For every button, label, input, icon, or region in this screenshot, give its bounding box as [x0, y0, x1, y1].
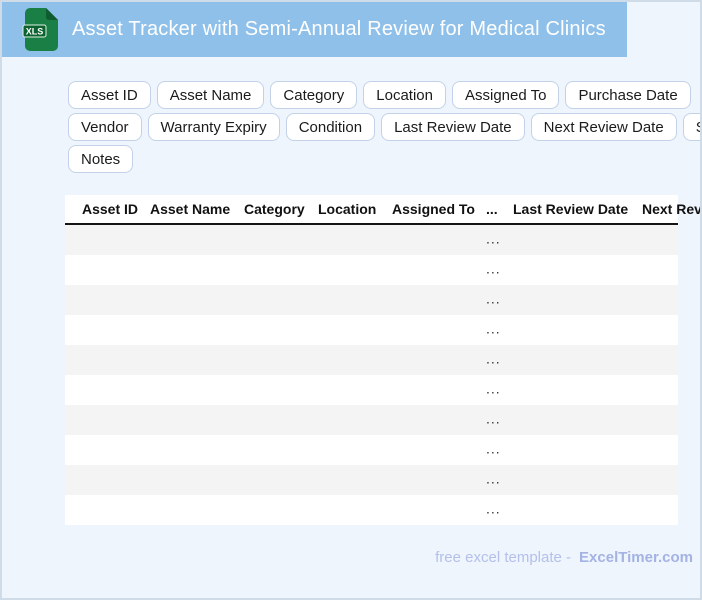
chip-category[interactable]: Category [270, 81, 358, 109]
xls-file-icon: XLS [22, 7, 59, 52]
row-ellipsis: ... [486, 320, 501, 337]
row-ellipsis: ... [486, 260, 501, 277]
chip-asset-name[interactable]: Asset Name [156, 81, 265, 109]
column-header-location: Location [318, 201, 377, 217]
header-bar: XLS Asset Tracker with Semi-Annual Revie… [2, 2, 627, 57]
row-ellipsis: ... [486, 350, 501, 367]
column-header-asset-id: Asset ID [82, 201, 139, 217]
chip-next-review-date[interactable]: Next Review Date [530, 113, 677, 141]
table-row: ... [65, 255, 678, 285]
table-row: ... [65, 315, 678, 345]
table-row: ... [65, 345, 678, 375]
chip-last-review-date[interactable]: Last Review Date [381, 113, 525, 141]
footer-brand-link[interactable]: ExcelTimer.com [579, 549, 693, 566]
chip-row-1: Asset ID Asset Name Category Location As… [68, 81, 700, 109]
row-ellipsis: ... [486, 500, 501, 517]
row-ellipsis: ... [486, 410, 501, 427]
row-ellipsis: ... [486, 470, 501, 487]
chip-warranty-expiry[interactable]: Warranty Expiry [147, 113, 280, 141]
table-row: ... [65, 405, 678, 435]
column-header-asset-name: Asset Name [150, 201, 231, 217]
row-ellipsis: ... [486, 290, 501, 307]
row-ellipsis: ... [486, 440, 501, 457]
row-ellipsis: ... [486, 380, 501, 397]
table-row: ... [65, 465, 678, 495]
chip-asset-id[interactable]: Asset ID [68, 81, 151, 109]
column-header-assigned-to: Assigned To [392, 201, 475, 217]
column-header-last-review-date: Last Review Date [513, 201, 629, 217]
table-row: ... [65, 375, 678, 405]
table-header-row: Asset ID Asset Name Category Location As… [65, 195, 700, 225]
footer: free excel template - ExcelTimer.com [435, 549, 693, 566]
chip-vendor[interactable]: Vendor [68, 113, 142, 141]
asset-table: Asset ID Asset Name Category Location As… [65, 195, 700, 525]
chip-condition[interactable]: Condition [285, 113, 376, 141]
table-row: ... [65, 225, 678, 255]
table-row: ... [65, 495, 678, 525]
column-header-category: Category [244, 201, 305, 217]
chip-location[interactable]: Location [363, 81, 446, 109]
column-header-ellipsis: ... [486, 201, 498, 217]
chip-notes[interactable]: Notes [68, 145, 134, 173]
footer-label: free excel template - [435, 549, 572, 566]
chip-purchase-date[interactable]: Purchase Date [565, 81, 691, 109]
xls-badge-label: XLS [26, 27, 44, 37]
chip-row-2: Vendor Warranty Expiry Condition Last Re… [68, 113, 700, 141]
page-title: Asset Tracker with Semi-Annual Review fo… [72, 18, 606, 40]
table-row: ... [65, 285, 678, 315]
chip-status[interactable]: Status [682, 113, 700, 141]
table-body: ... ... ... ... ... ... ... ... ... ... [65, 225, 678, 525]
chip-row-3: Notes [68, 145, 700, 173]
row-ellipsis: ... [486, 230, 501, 247]
chip-assigned-to[interactable]: Assigned To [451, 81, 560, 109]
table-row: ... [65, 435, 678, 465]
column-header-next-review-date: Next Review Date [642, 201, 702, 217]
column-chip-list: Asset ID Asset Name Category Location As… [68, 81, 700, 177]
